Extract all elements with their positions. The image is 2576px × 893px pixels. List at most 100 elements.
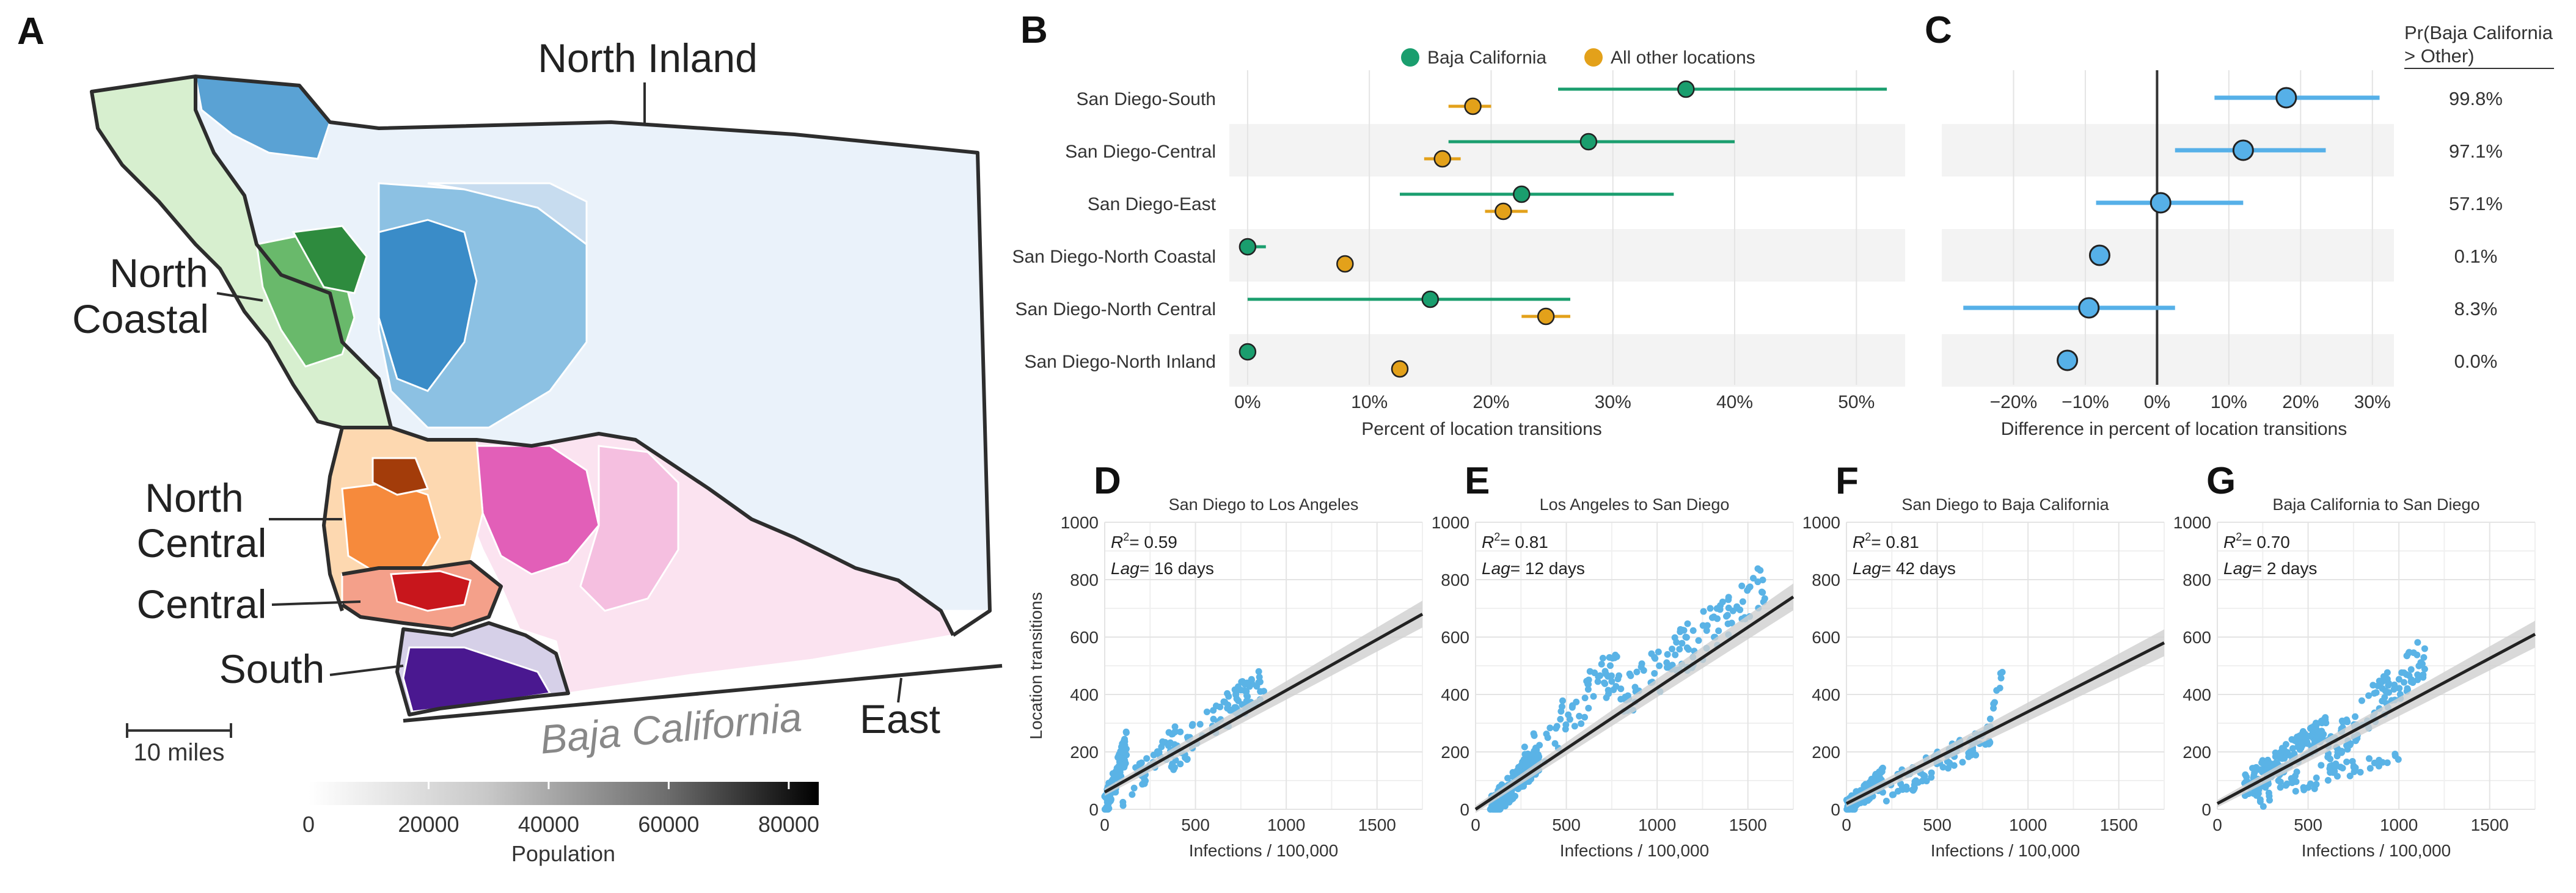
scatter-point: [2391, 751, 2399, 758]
scatter-point: [1862, 781, 1869, 788]
scatter-point: [1576, 712, 1583, 720]
scatter-point: [1143, 755, 1151, 762]
x-tick-label: 1000: [1267, 815, 1305, 834]
scatter-point: [1601, 680, 1609, 687]
scatter-point: [2395, 676, 2402, 683]
legend: Baja California All other locations: [1401, 48, 1755, 68]
scatter-point: [1684, 620, 1691, 627]
scatter-point: [1130, 784, 1138, 792]
label-north-central-line2: Central: [137, 520, 267, 566]
scatter-point: [2396, 685, 2403, 692]
scatter-point: [1260, 688, 1267, 695]
scatter-point: [1725, 594, 1732, 601]
y-tick-label: 200: [1812, 743, 1840, 762]
lag-annotation: Lag= 2 days: [2223, 559, 2317, 578]
scatter-point: [2272, 759, 2280, 767]
scatter-point: [1581, 694, 1589, 702]
scatter-point: [2418, 660, 2426, 668]
scatter-point: [1169, 760, 1176, 768]
y-tick-label: 400: [2183, 685, 2211, 704]
fit-line: [1103, 613, 1424, 793]
scatter-point: [2296, 746, 2303, 753]
y-tick-label: 600: [2183, 628, 2211, 647]
data-point: [1464, 97, 1482, 115]
row-band: [1229, 229, 1905, 282]
scatter-point: [1601, 668, 1609, 675]
x-axis-label: Infections / 100,000: [1189, 841, 1338, 860]
leader-central: [271, 600, 361, 606]
panel-b-chart: B San Diego-South San Diego-Central San Di…: [1012, 9, 1905, 439]
scatter-point: [1568, 704, 1576, 711]
scatter-point: [2324, 777, 2332, 784]
scatter-point: [1241, 680, 1248, 688]
scatter-point: [2256, 798, 2264, 805]
y-tick-label: 0: [1831, 800, 1840, 819]
scatter-point: [1656, 662, 1663, 669]
scatter-point: [2376, 756, 2383, 764]
scatter-point: [1116, 755, 1123, 762]
scatter-title: Baja California to San Diego: [2272, 495, 2479, 514]
row-band: [1942, 124, 2394, 177]
panel-letter: F: [1835, 460, 1859, 502]
scatter-point: [1141, 780, 1148, 787]
scatter-point: [1912, 777, 1920, 784]
scatter-point: [1578, 720, 1585, 727]
region-north-coastal-dark: [291, 225, 368, 294]
scatter-point: [1680, 627, 1688, 634]
scatter-point: [1243, 692, 1251, 699]
row-band: [1942, 334, 2394, 387]
scatter-point: [1986, 738, 1994, 746]
data-point: [1421, 290, 1440, 308]
prob-header-line1: Pr(Baja California: [2404, 22, 2553, 43]
scatter-point: [1117, 748, 1124, 755]
scatter-point: [2318, 717, 2325, 724]
panel-a-map: A North Inland: [17, 10, 1003, 866]
scatter-point: [1754, 565, 1762, 572]
scatter-point: [1728, 619, 1735, 627]
colorbar-tick-label: 80000: [758, 812, 819, 837]
scatter-point: [1759, 577, 1766, 584]
scatter-point: [1154, 748, 1161, 755]
data-point: [1495, 202, 1512, 221]
scatter-point: [1581, 713, 1589, 721]
scatter-point: [1878, 765, 1886, 773]
legend-swatch-baja: [1401, 48, 1419, 67]
scatter-point: [1220, 698, 1228, 705]
scatter-point: [2414, 639, 2421, 646]
scatter-point: [2401, 679, 2408, 686]
scatter-point: [2404, 685, 2411, 692]
r2-annotation: R2= 0.81: [1482, 531, 1548, 552]
scatter-point: [1177, 760, 1184, 768]
scatter-point: [1664, 651, 1671, 658]
scatter-point: [2277, 754, 2284, 762]
scatter-point: [1520, 756, 1528, 763]
y-tick-label: 0: [1460, 800, 1469, 819]
scatter-point: [1530, 758, 1537, 765]
scatter-point: [1990, 704, 1997, 712]
prob-header-line2: > Other): [2404, 45, 2475, 67]
scatter-point: [1189, 721, 1196, 728]
scatter-point: [1923, 778, 1930, 785]
scatter-point: [1177, 728, 1184, 735]
scatter-point: [2272, 749, 2279, 757]
scatter-point: [1714, 615, 1721, 622]
y-tick-label: 400: [1441, 685, 1469, 704]
y-tick-label: 200: [2183, 743, 2211, 762]
scatter-point: [2251, 765, 2258, 772]
scatter-point: [2293, 768, 2300, 776]
lag-annotation: Lag= 16 days: [1111, 559, 1214, 578]
region-north-central-mid: [341, 481, 441, 575]
category-label: San Diego-Central: [1065, 142, 1216, 162]
scatter-point: [2352, 713, 2359, 720]
scatter-point: [2292, 787, 2299, 795]
x-tick-label: 1500: [2471, 815, 2509, 834]
scatter-point: [2338, 748, 2345, 756]
x-tick-label: 0: [1100, 815, 1110, 834]
scatter-point: [2327, 769, 2334, 776]
scatter-point: [1122, 728, 1130, 735]
scatter-point: [2313, 775, 2320, 782]
scatter-point: [1203, 708, 1210, 715]
x-tick-label: 0%: [1234, 392, 1261, 412]
label-north-inland: North Inland: [538, 35, 758, 81]
x-tick-label: 1000: [2380, 815, 2418, 834]
